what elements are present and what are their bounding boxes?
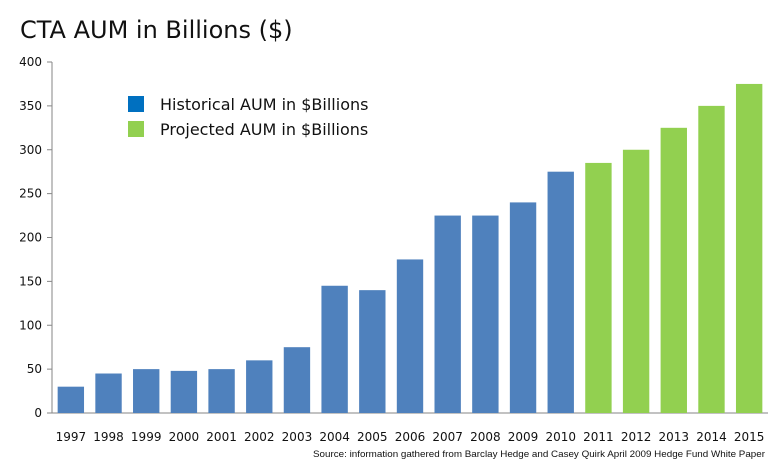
legend-label-historical: Historical AUM in $Billions bbox=[160, 95, 368, 114]
x-tick-label: 1997 bbox=[56, 430, 87, 444]
y-tick-label: 200 bbox=[19, 231, 42, 245]
bar-2009 bbox=[509, 202, 537, 413]
y-tick-label: 150 bbox=[19, 274, 42, 288]
x-tick-label: 2003 bbox=[282, 430, 313, 444]
bar-2007 bbox=[434, 215, 461, 413]
bar-2004 bbox=[321, 285, 348, 413]
x-tick-label: 2005 bbox=[357, 430, 388, 444]
bar-2012 bbox=[622, 149, 650, 413]
bar-2013 bbox=[660, 127, 687, 413]
y-tick-label: 250 bbox=[19, 187, 42, 201]
bar-1999 bbox=[133, 369, 160, 413]
x-tick-label: 2008 bbox=[470, 430, 501, 444]
x-tick-label: 2009 bbox=[508, 430, 539, 444]
bar-2006 bbox=[396, 259, 424, 413]
x-tick-label: 2011 bbox=[583, 430, 614, 444]
x-tick-label: 2014 bbox=[696, 430, 727, 444]
x-tick-label: 2001 bbox=[206, 430, 237, 444]
bar-2014 bbox=[698, 105, 725, 413]
x-axis-ticks: 1997 1998 1999 2000 2001 2002 2003 2004 2005 2006… bbox=[56, 430, 765, 444]
bar-2015 bbox=[735, 83, 763, 413]
bar-2008 bbox=[472, 215, 499, 413]
x-tick-label: 2006 bbox=[395, 430, 426, 444]
bars bbox=[57, 83, 763, 413]
y-tick-label: 100 bbox=[19, 318, 42, 332]
x-tick-label: 2015 bbox=[734, 430, 765, 444]
y-tick-label: 50 bbox=[27, 362, 42, 376]
bar-2010 bbox=[547, 171, 574, 413]
bar-1998 bbox=[95, 373, 122, 413]
y-tick-label: 400 bbox=[19, 55, 42, 69]
x-tick-label: 2004 bbox=[319, 430, 350, 444]
bar-2005 bbox=[359, 290, 386, 413]
x-tick-label: 2002 bbox=[244, 430, 275, 444]
bar-2002 bbox=[246, 360, 273, 413]
y-tick-label: 0 bbox=[34, 406, 42, 420]
legend: Historical AUM in $Billions Projected AU… bbox=[128, 95, 368, 139]
x-tick-label: 2000 bbox=[169, 430, 200, 444]
legend-label-projected: Projected AUM in $Billions bbox=[160, 120, 368, 139]
bar-2001 bbox=[208, 369, 235, 413]
x-tick-label: 1999 bbox=[131, 430, 162, 444]
bar-2011 bbox=[585, 162, 612, 413]
x-tick-label: 2010 bbox=[545, 430, 576, 444]
x-tick-label: 2012 bbox=[621, 430, 652, 444]
bar-1997 bbox=[57, 386, 85, 413]
y-tick-label: 300 bbox=[19, 143, 42, 157]
source-note: Source: information gathered from Barcla… bbox=[313, 449, 765, 460]
bar-2000 bbox=[170, 370, 198, 413]
x-tick-label: 1998 bbox=[93, 430, 124, 444]
x-tick-label: 2013 bbox=[659, 430, 690, 444]
chart-title: CTA AUM in Billions ($) bbox=[20, 16, 293, 44]
bar-2003 bbox=[283, 347, 311, 413]
x-tick-label: 2007 bbox=[432, 430, 463, 444]
legend-swatch-historical bbox=[128, 96, 144, 112]
legend-swatch-projected bbox=[128, 121, 144, 137]
y-tick-label: 350 bbox=[19, 99, 42, 113]
y-axis-ticks: 0 50 100 150 200 250 300 350 400 bbox=[19, 55, 52, 420]
